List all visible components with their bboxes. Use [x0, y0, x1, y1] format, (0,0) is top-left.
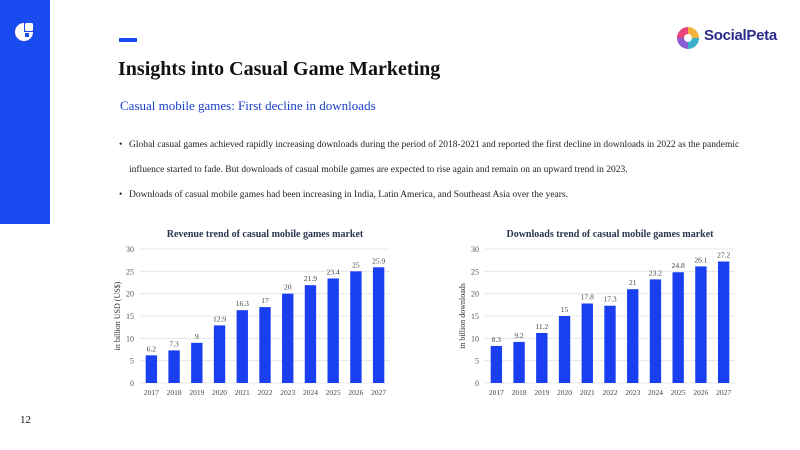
x-tick-label: 2022	[603, 388, 618, 397]
bar	[536, 332, 548, 383]
revenue-chart-svg: Revenue trend of casual mobile games mar…	[113, 229, 390, 397]
x-tick-label: 2018	[167, 388, 182, 397]
y-tick-label: 25	[471, 267, 479, 276]
data-label: 9	[195, 332, 199, 341]
y-tick-label: 30	[126, 245, 134, 254]
data-label: 15	[561, 305, 569, 314]
x-tick-label: 2019	[534, 388, 549, 397]
data-label: 25	[352, 260, 360, 269]
y-axis-label: in billion downloads	[458, 283, 467, 349]
y-tick-label: 30	[471, 245, 479, 254]
bar	[236, 310, 248, 383]
downloads-chart: Downloads trend of casual mobile games m…	[455, 225, 745, 400]
bar	[649, 279, 662, 383]
left-accent-panel	[0, 0, 50, 224]
bar	[259, 307, 271, 383]
page-number: 12	[20, 414, 31, 426]
data-label: 25.9	[372, 256, 385, 265]
y-axis-label: in billion USD (US$)	[113, 281, 122, 350]
y-tick-label: 20	[471, 290, 479, 299]
x-tick-label: 2024	[303, 388, 318, 397]
x-tick-label: 2021	[580, 388, 595, 397]
x-tick-label: 2027	[716, 388, 731, 397]
y-tick-label: 20	[126, 290, 134, 299]
y-tick-label: 15	[126, 312, 134, 321]
chart-title: Revenue trend of casual mobile games mar…	[167, 229, 364, 240]
section-subtitle: Casual mobile games: First decline in do…	[120, 98, 376, 113]
chart-title: Downloads trend of casual mobile games m…	[506, 229, 714, 240]
data-label: 16.3	[236, 299, 249, 308]
downloads-chart-svg: Downloads trend of casual mobile games m…	[458, 229, 735, 397]
data-label: 17	[261, 296, 269, 305]
data-label: 6.2	[147, 344, 157, 353]
x-tick-label: 2017	[489, 388, 504, 397]
bar	[145, 355, 158, 383]
data-label: 8.3	[492, 335, 502, 344]
data-label: 9.2	[514, 331, 524, 340]
bar	[213, 325, 226, 383]
x-tick-label: 2018	[512, 388, 527, 397]
x-tick-label: 2019	[189, 388, 204, 397]
y-tick-label: 5	[475, 357, 479, 366]
bar	[282, 293, 294, 383]
data-label: 23.4	[327, 267, 340, 276]
x-tick-label: 2022	[258, 388, 273, 397]
x-tick-label: 2023	[625, 388, 640, 397]
bar	[717, 261, 730, 383]
data-label: 21.9	[304, 274, 317, 283]
brand-name: SocialPeta	[704, 27, 777, 44]
title-accent-bar	[119, 38, 137, 42]
bar	[191, 342, 203, 383]
x-tick-label: 2020	[557, 388, 572, 397]
data-label: 27.2	[717, 251, 730, 260]
x-tick-label: 2017	[144, 388, 159, 397]
data-label: 12.9	[213, 314, 226, 323]
bar	[695, 266, 707, 383]
y-tick-label: 15	[471, 312, 479, 321]
y-tick-label: 5	[130, 357, 134, 366]
data-label: 20	[284, 283, 292, 292]
y-tick-label: 0	[475, 379, 479, 388]
app-logo-icon	[15, 23, 33, 41]
bar	[672, 272, 684, 383]
x-tick-label: 2027	[371, 388, 386, 397]
bar	[490, 345, 503, 383]
x-tick-label: 2026	[348, 388, 363, 397]
data-label: 17.8	[581, 292, 594, 301]
y-tick-label: 10	[126, 334, 134, 343]
data-label: 24.8	[672, 261, 685, 270]
x-tick-label: 2020	[212, 388, 227, 397]
x-tick-label: 2025	[326, 388, 341, 397]
bar	[168, 350, 180, 383]
x-tick-label: 2023	[280, 388, 295, 397]
bullet-item: Downloads of casual mobile games had bee…	[119, 183, 759, 208]
y-tick-label: 25	[126, 267, 134, 276]
bar	[327, 278, 339, 383]
revenue-chart: Revenue trend of casual mobile games mar…	[110, 225, 400, 400]
bar	[350, 271, 362, 383]
y-tick-label: 0	[130, 379, 134, 388]
bar	[581, 303, 593, 383]
bar	[627, 289, 639, 383]
bar	[372, 267, 385, 383]
data-label: 11.2	[535, 322, 548, 331]
bullet-item: Global casual games achieved rapidly inc…	[119, 133, 759, 183]
bar	[304, 285, 317, 383]
y-tick-label: 10	[471, 334, 479, 343]
x-tick-label: 2024	[648, 388, 663, 397]
x-tick-label: 2026	[693, 388, 708, 397]
bar	[604, 305, 616, 383]
data-label: 7.3	[169, 339, 179, 348]
data-label: 21	[629, 278, 637, 287]
data-label: 26.1	[694, 255, 707, 264]
data-label: 17.3	[603, 295, 616, 304]
bullet-list: Global casual games achieved rapidly inc…	[119, 133, 759, 208]
bar	[558, 316, 571, 383]
x-tick-label: 2021	[235, 388, 250, 397]
data-label: 23.2	[649, 268, 662, 277]
bar	[513, 341, 525, 383]
x-tick-label: 2025	[671, 388, 686, 397]
page-title: Insights into Casual Game Marketing	[118, 58, 441, 80]
brand-logo-icon	[677, 27, 699, 49]
